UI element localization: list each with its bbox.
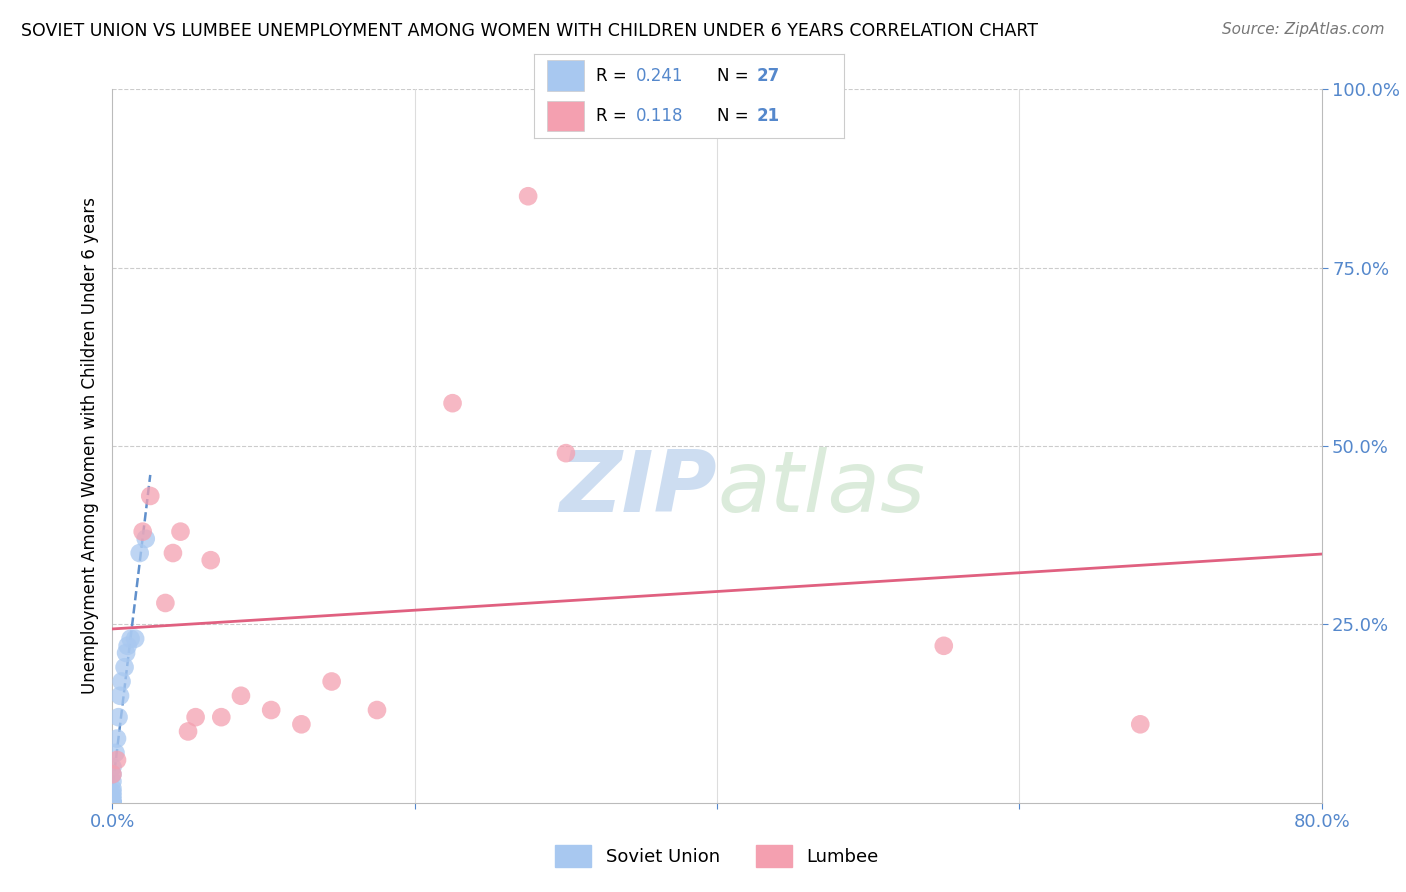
Point bbox=[101, 767, 124, 781]
Point bbox=[101, 781, 124, 796]
Point bbox=[101, 792, 124, 806]
Point bbox=[117, 639, 139, 653]
Point bbox=[177, 724, 200, 739]
Point bbox=[115, 646, 138, 660]
Point bbox=[184, 710, 207, 724]
Point bbox=[101, 796, 124, 810]
Point bbox=[101, 796, 124, 810]
Text: ZIP: ZIP bbox=[560, 447, 717, 531]
Legend: Soviet Union, Lumbee: Soviet Union, Lumbee bbox=[547, 836, 887, 876]
Point bbox=[128, 546, 150, 560]
Point bbox=[124, 632, 146, 646]
Point bbox=[101, 796, 124, 810]
Point bbox=[200, 553, 222, 567]
Point bbox=[101, 796, 124, 810]
Point bbox=[101, 796, 124, 810]
Point bbox=[101, 796, 124, 810]
Point bbox=[135, 532, 157, 546]
Point bbox=[155, 596, 177, 610]
Point bbox=[260, 703, 283, 717]
Point bbox=[517, 189, 540, 203]
Point bbox=[229, 689, 252, 703]
Point bbox=[101, 796, 124, 810]
Text: 27: 27 bbox=[756, 67, 780, 85]
Point bbox=[114, 660, 136, 674]
Text: atlas: atlas bbox=[717, 447, 925, 531]
Point bbox=[321, 674, 343, 689]
Y-axis label: Unemployment Among Women with Children Under 6 years: Unemployment Among Women with Children U… bbox=[80, 197, 98, 695]
Point bbox=[162, 546, 184, 560]
Text: Source: ZipAtlas.com: Source: ZipAtlas.com bbox=[1222, 22, 1385, 37]
Point bbox=[108, 689, 131, 703]
Point bbox=[107, 710, 129, 724]
Text: 21: 21 bbox=[756, 107, 780, 125]
Point bbox=[169, 524, 191, 539]
Point bbox=[554, 446, 576, 460]
Text: N =: N = bbox=[717, 67, 754, 85]
Point bbox=[101, 760, 124, 774]
Point bbox=[101, 785, 124, 799]
Point bbox=[105, 753, 128, 767]
Text: 0.241: 0.241 bbox=[637, 67, 683, 85]
Point bbox=[104, 746, 127, 760]
Text: R =: R = bbox=[596, 107, 633, 125]
Point bbox=[101, 767, 124, 781]
Point bbox=[101, 796, 124, 810]
Point bbox=[120, 632, 142, 646]
FancyBboxPatch shape bbox=[547, 61, 583, 91]
Point bbox=[105, 731, 128, 746]
Text: SOVIET UNION VS LUMBEE UNEMPLOYMENT AMONG WOMEN WITH CHILDREN UNDER 6 YEARS CORR: SOVIET UNION VS LUMBEE UNEMPLOYMENT AMON… bbox=[21, 22, 1038, 40]
Point bbox=[209, 710, 232, 724]
Text: 0.118: 0.118 bbox=[637, 107, 683, 125]
Point bbox=[366, 703, 388, 717]
Point bbox=[110, 674, 132, 689]
Point bbox=[1129, 717, 1152, 731]
Point bbox=[932, 639, 955, 653]
Point bbox=[101, 774, 124, 789]
FancyBboxPatch shape bbox=[547, 101, 583, 131]
Point bbox=[290, 717, 312, 731]
Point bbox=[139, 489, 162, 503]
Text: N =: N = bbox=[717, 107, 754, 125]
Point bbox=[132, 524, 155, 539]
Point bbox=[101, 789, 124, 803]
Text: R =: R = bbox=[596, 67, 633, 85]
Point bbox=[441, 396, 464, 410]
